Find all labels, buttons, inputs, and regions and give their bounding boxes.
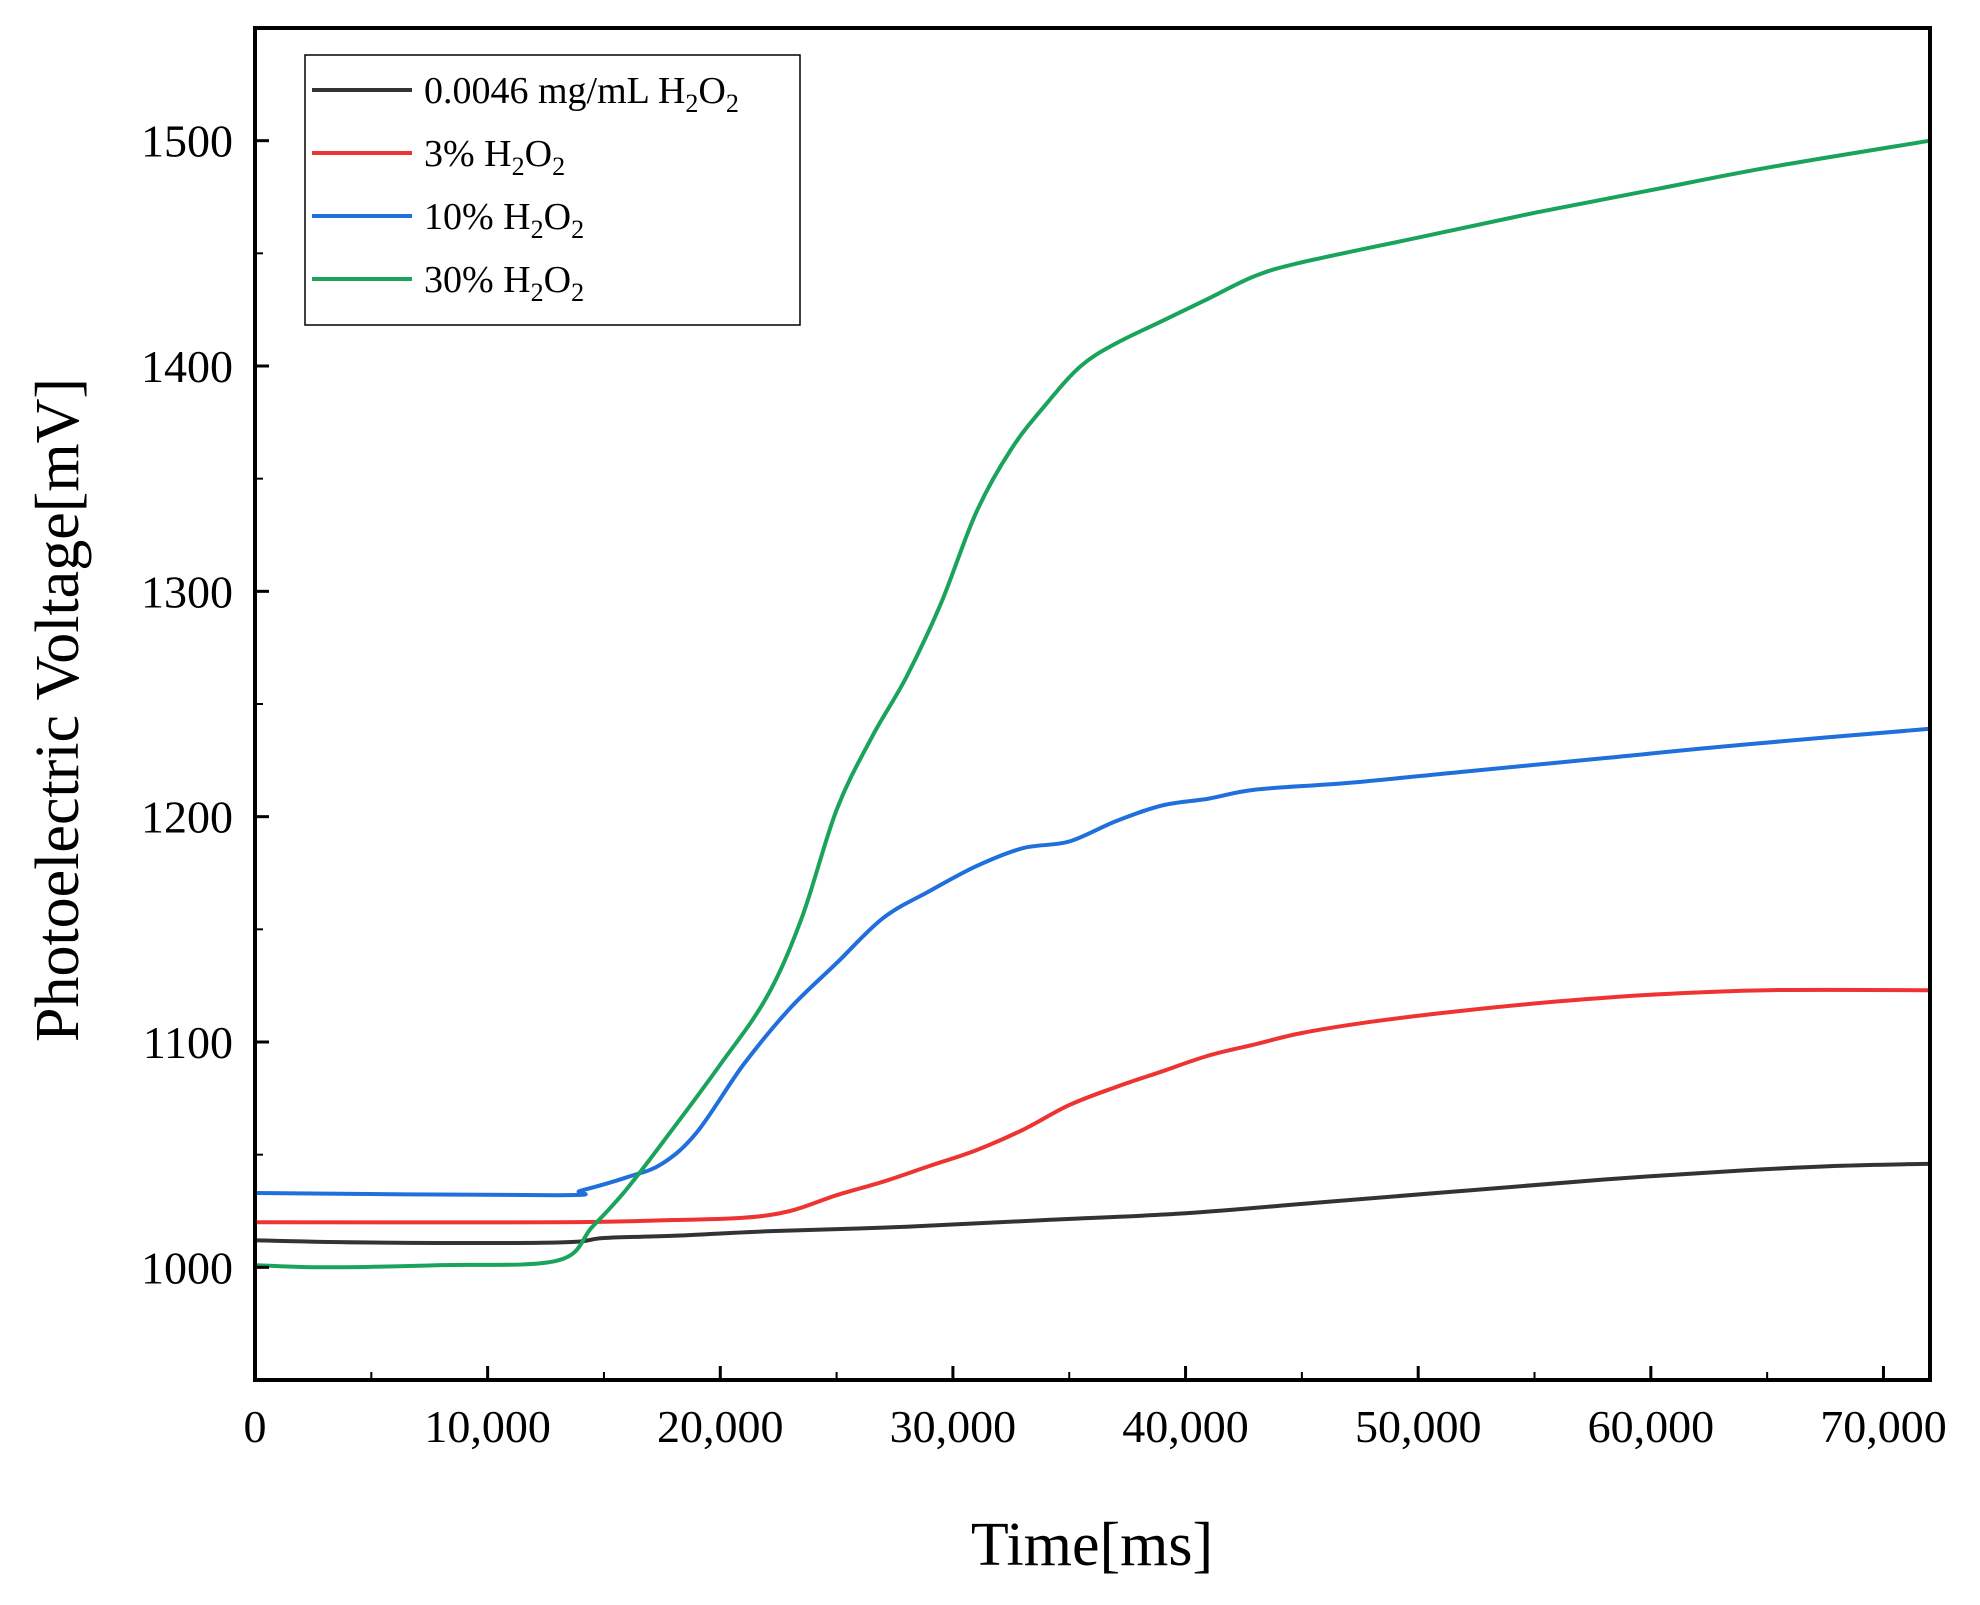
legend-label-0: 0.0046 mg/mL H2O2 bbox=[424, 70, 739, 118]
y-tick-label: 1500 bbox=[141, 116, 233, 167]
y-tick-label: 1200 bbox=[141, 792, 233, 843]
y-tick-label: 1400 bbox=[141, 341, 233, 392]
y-axis-ticks: 1000 1100 1200 1300 1400 1500 bbox=[141, 116, 269, 1293]
legend: 0.0046 mg/mL H2O2 3% H2O2 10% H2O2 30% H2O2 bbox=[304, 54, 801, 326]
x-tick-label: 30,000 bbox=[890, 1401, 1017, 1452]
series-line-0 bbox=[254, 1161, 1931, 1245]
x-tick-label: 60,000 bbox=[1588, 1401, 1715, 1452]
y-axis-title: Photoelectric Voltage[mV] bbox=[24, 378, 92, 1042]
x-tick-label: 0 bbox=[244, 1401, 267, 1452]
legend-label-2: 10% H2O2 bbox=[424, 196, 584, 244]
x-tick-label: 50,000 bbox=[1355, 1401, 1482, 1452]
y-tick-label: 1100 bbox=[143, 1017, 233, 1068]
series-line-2 bbox=[254, 726, 1931, 1198]
x-axis-ticks: 0 10,000 20,000 30,000 40,000 50,000 60,000 70,… bbox=[244, 1366, 1947, 1452]
y-tick-label: 1300 bbox=[141, 566, 233, 617]
x-tick-label: 40,000 bbox=[1122, 1401, 1249, 1452]
x-tick-label: 20,000 bbox=[657, 1401, 784, 1452]
legend-label-1: 3% H2O2 bbox=[424, 133, 565, 181]
y-tick-label: 1000 bbox=[141, 1242, 233, 1293]
series-line-3 bbox=[254, 138, 1931, 1270]
x-tick-label: 70,000 bbox=[1820, 1401, 1947, 1452]
series-line-1 bbox=[254, 987, 1931, 1225]
x-axis-title: Time[ms] bbox=[971, 1511, 1213, 1579]
legend-label-3: 30% H2O2 bbox=[424, 259, 584, 307]
x-tick-label: 10,000 bbox=[424, 1401, 551, 1452]
series-lines bbox=[254, 138, 1931, 1270]
